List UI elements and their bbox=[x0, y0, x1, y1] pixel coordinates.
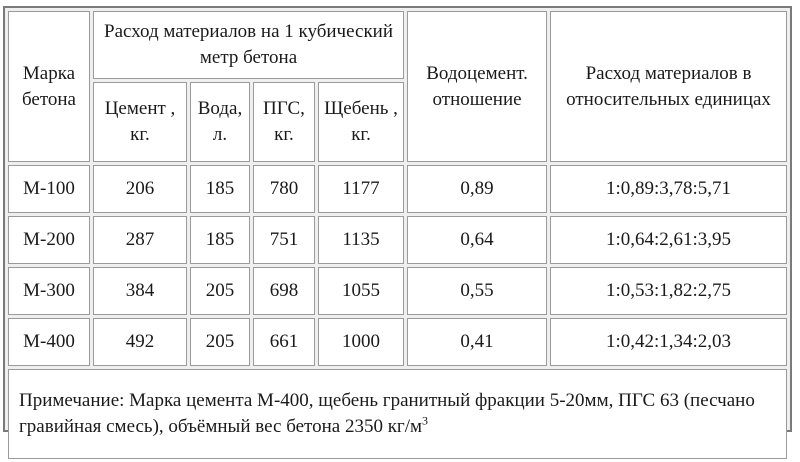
header-water-cement-ratio: Водоцемент. отношение bbox=[407, 11, 548, 162]
cell-water: 185 bbox=[190, 216, 250, 264]
note-row: Примечание: Марка цемента М-400, щебень … bbox=[8, 369, 787, 459]
table-row: М-400 492 205 661 1000 0,41 1:0,42:1,34:… bbox=[8, 318, 787, 366]
header-crushed-stone: Щебень , кг. bbox=[318, 82, 405, 162]
cell-crushed-stone: 1177 bbox=[318, 165, 405, 213]
cell-brand: М-300 bbox=[8, 267, 90, 315]
cell-ratio: 0,55 bbox=[407, 267, 548, 315]
header-pgs: ПГС, кг. bbox=[253, 82, 315, 162]
note-cell: Примечание: Марка цемента М-400, щебень … bbox=[8, 369, 787, 459]
cell-cement: 287 bbox=[93, 216, 187, 264]
cell-pgs: 661 bbox=[253, 318, 315, 366]
cell-pgs: 780 bbox=[253, 165, 315, 213]
cell-pgs: 751 bbox=[253, 216, 315, 264]
concrete-mix-table-frame: Марка бетона Расход материалов на 1 куби… bbox=[3, 6, 792, 459]
header-consumption-group: Расход материалов на 1 кубический метр б… bbox=[93, 11, 405, 79]
cell-crushed-stone: 1000 bbox=[318, 318, 405, 366]
cell-cement: 206 bbox=[93, 165, 187, 213]
concrete-mix-table: Марка бетона Расход материалов на 1 куби… bbox=[5, 8, 790, 462]
note-text: Примечание: Марка цемента М-400, щебень … bbox=[19, 390, 755, 437]
cell-pgs: 698 bbox=[253, 267, 315, 315]
cell-cement: 492 bbox=[93, 318, 187, 366]
table-row: М-300 384 205 698 1055 0,55 1:0,53:1,82:… bbox=[8, 267, 787, 315]
table-row: М-100 206 185 780 1177 0,89 1:0,89:3,78:… bbox=[8, 165, 787, 213]
header-cement: Цемент , кг. bbox=[93, 82, 187, 162]
cell-water: 185 bbox=[190, 165, 250, 213]
cell-relative: 1:0,42:1,34:2,03 bbox=[550, 318, 787, 366]
table-row: М-200 287 185 751 1135 0,64 1:0,64:2,61:… bbox=[8, 216, 787, 264]
cell-brand: М-100 bbox=[8, 165, 90, 213]
cell-brand: М-400 bbox=[8, 318, 90, 366]
cell-brand: М-200 bbox=[8, 216, 90, 264]
cell-crushed-stone: 1135 bbox=[318, 216, 405, 264]
cell-cement: 384 bbox=[93, 267, 187, 315]
header-row-sub: Цемент , кг. Вода, л. ПГС, кг. Щебень , … bbox=[8, 82, 787, 162]
header-row-top: Марка бетона Расход материалов на 1 куби… bbox=[8, 11, 787, 162]
cell-crushed-stone: 1055 bbox=[318, 267, 405, 315]
cell-ratio: 0,41 bbox=[407, 318, 548, 366]
cell-ratio: 0,64 bbox=[407, 216, 548, 264]
header-water: Вода, л. bbox=[190, 82, 250, 162]
cell-relative: 1:0,53:1,82:2,75 bbox=[550, 267, 787, 315]
cell-water: 205 bbox=[190, 267, 250, 315]
note-superscript: 3 bbox=[422, 413, 429, 428]
cell-ratio: 0,89 bbox=[407, 165, 548, 213]
cell-relative: 1:0,89:3,78:5,71 bbox=[550, 165, 787, 213]
header-brand: Марка бетона bbox=[8, 11, 90, 162]
header-relative-units: Расход материалов в относительных единиц… bbox=[550, 11, 787, 162]
cell-relative: 1:0,64:2,61:3,95 bbox=[550, 216, 787, 264]
cell-water: 205 bbox=[190, 318, 250, 366]
